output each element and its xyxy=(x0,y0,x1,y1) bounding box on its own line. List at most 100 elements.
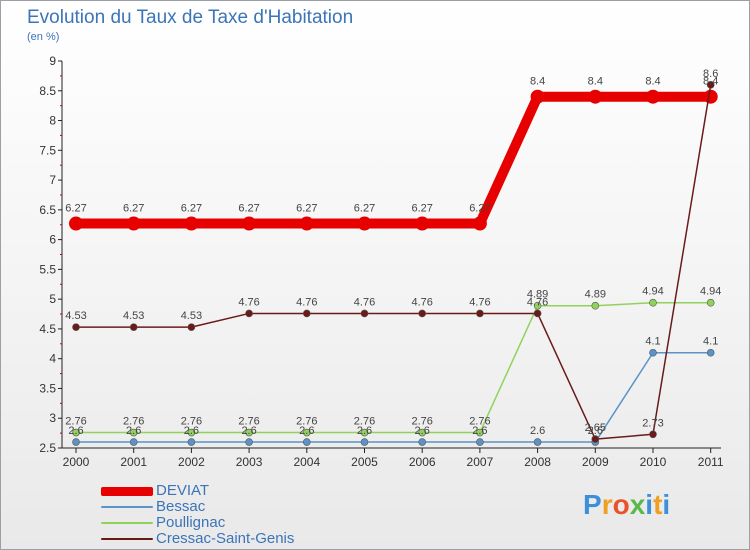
data-label: 4.76 xyxy=(411,296,432,308)
data-label: 6.27 xyxy=(354,203,375,215)
data-label: 4.89 xyxy=(585,289,606,301)
data-label: 2.76 xyxy=(181,416,202,428)
data-label: 2.6 xyxy=(357,425,372,437)
data-point xyxy=(472,216,487,231)
data-label: 8.4 xyxy=(588,76,603,88)
data-point xyxy=(591,435,600,443)
data-label: 4.53 xyxy=(123,310,144,322)
y-tick-label: 4 xyxy=(49,352,56,366)
data-label: 4.94 xyxy=(642,286,663,298)
y-tick-label: 3 xyxy=(49,411,56,425)
data-label: 2.65 xyxy=(585,422,606,434)
data-label: 2.6 xyxy=(472,425,487,437)
data-label: 2.76 xyxy=(469,416,490,428)
data-label: 2.6 xyxy=(184,425,199,437)
data-label: 2.6 xyxy=(68,425,83,437)
data-label: 2.76 xyxy=(65,416,86,428)
data-point xyxy=(126,216,141,231)
data-label: 6.27 xyxy=(469,203,490,215)
x-tick-label: 2002 xyxy=(178,455,205,469)
data-point xyxy=(476,438,484,446)
data-point xyxy=(302,438,311,446)
x-tick-label: 2000 xyxy=(63,455,90,469)
data-point xyxy=(706,81,715,89)
x-tick-label: 2007 xyxy=(467,455,494,469)
y-tick-label: 5 xyxy=(49,292,56,306)
data-label: 2.6 xyxy=(126,425,141,437)
data-point xyxy=(649,298,657,307)
legend-swatch xyxy=(101,538,153,540)
legend-label: Poullignac xyxy=(156,514,226,531)
x-tick-label: 2003 xyxy=(236,455,263,469)
data-point xyxy=(476,428,484,437)
data-label: 6.27 xyxy=(123,203,144,215)
data-label: 4.89 xyxy=(527,289,548,301)
data-point xyxy=(357,216,372,231)
data-label: 2.6 xyxy=(241,425,256,437)
data-label: 4.76 xyxy=(527,296,548,308)
y-tick-label: 5.5 xyxy=(39,262,56,276)
data-label: 4.76 xyxy=(354,296,375,308)
x-tick-label: 2008 xyxy=(524,455,551,469)
data-point xyxy=(302,309,311,318)
data-point xyxy=(245,438,253,446)
series-line-cressac-saint-genis xyxy=(75,84,712,440)
y-tick-label: 9 xyxy=(49,54,56,68)
series-line-poullignac xyxy=(75,301,712,434)
data-point xyxy=(533,301,542,310)
data-label: 8.4 xyxy=(530,76,545,88)
data-label: 4.76 xyxy=(238,296,259,308)
data-label: 4.53 xyxy=(181,310,202,322)
data-point xyxy=(649,348,657,357)
y-tick-label: 6.5 xyxy=(39,203,56,217)
y-tick-label: 7.5 xyxy=(39,143,56,157)
data-point xyxy=(533,309,542,318)
data-point xyxy=(187,323,196,331)
data-point xyxy=(129,438,138,446)
y-tick-label: 3.5 xyxy=(39,381,56,395)
data-point xyxy=(703,89,718,104)
data-label: 6.27 xyxy=(296,203,317,215)
data-point xyxy=(706,298,715,307)
data-label: 8.4 xyxy=(645,76,660,88)
y-tick-label: 7 xyxy=(49,173,56,187)
data-point xyxy=(299,216,314,231)
data-point xyxy=(302,428,311,437)
y-tick-label: 8.5 xyxy=(39,84,56,98)
data-label: 4.76 xyxy=(469,296,490,308)
data-point xyxy=(187,428,196,437)
data-point xyxy=(245,309,253,318)
chart-subtitle: (en %) xyxy=(27,31,60,43)
data-label: 2.76 xyxy=(238,416,259,428)
x-tick-label: 2004 xyxy=(293,455,320,469)
data-point xyxy=(530,89,545,104)
data-label: 4.94 xyxy=(700,286,721,298)
data-point xyxy=(360,428,369,437)
data-point xyxy=(360,309,369,318)
data-label: 2.76 xyxy=(354,416,375,428)
data-label: 6.27 xyxy=(238,203,259,215)
data-label: 2.6 xyxy=(415,425,430,437)
data-point xyxy=(418,428,427,437)
data-label: 4.76 xyxy=(296,296,317,308)
data-point xyxy=(242,216,257,231)
data-point xyxy=(415,216,430,231)
legend-label: DEVIAT xyxy=(156,482,210,499)
data-label: 2.76 xyxy=(411,416,432,428)
legend-swatch xyxy=(101,522,153,524)
data-point xyxy=(706,348,715,357)
data-point xyxy=(360,438,369,446)
data-point xyxy=(184,216,199,231)
x-tick-label: 2011 xyxy=(698,455,724,469)
data-point xyxy=(245,428,253,437)
data-label: 2.6 xyxy=(588,425,603,437)
data-point xyxy=(72,428,80,437)
data-label: 2.73 xyxy=(642,417,663,429)
chart-title: Evolution du Taux de Taxe d'Habitation xyxy=(27,7,354,28)
legend-swatch xyxy=(101,486,153,496)
data-label: 2.6 xyxy=(299,425,314,437)
data-point xyxy=(646,89,660,104)
data-label: 2.76 xyxy=(123,416,144,428)
y-tick-label: 2.5 xyxy=(39,441,56,455)
x-tick-label: 2006 xyxy=(409,455,436,469)
